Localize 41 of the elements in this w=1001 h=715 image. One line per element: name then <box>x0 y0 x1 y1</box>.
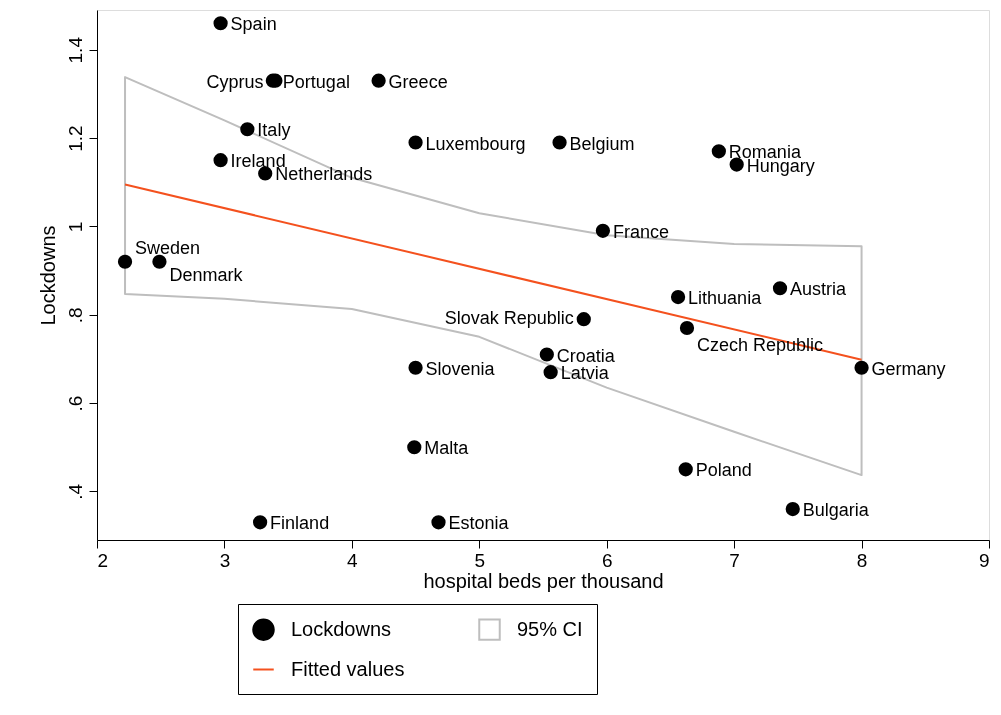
annotation: Portugal <box>282 71 350 92</box>
annotation: Poland <box>695 460 752 481</box>
y-tick-label: .8 <box>64 307 86 324</box>
annotation: Greece <box>388 71 448 92</box>
y-tick-label: 1 <box>64 221 86 233</box>
annotation: Malta <box>424 438 470 459</box>
annotation: Cyprus <box>206 71 264 92</box>
annotation: Luxembourg <box>425 133 526 154</box>
annotation: France <box>612 221 669 242</box>
annotation: Lithuania <box>688 288 763 309</box>
legend-label: Fitted values <box>291 657 405 680</box>
annotation: Bulgaria <box>802 500 870 521</box>
annotation: Austria <box>790 279 848 300</box>
y-tick-label: 1.2 <box>64 125 86 152</box>
x-tick-label: 9 <box>978 549 990 571</box>
x-tick-label: 8 <box>856 549 868 571</box>
annotation: Slovenia <box>425 358 496 379</box>
annotation: Italy <box>257 120 291 141</box>
legend-label: Lockdowns <box>291 617 392 640</box>
x-tick-label: 6 <box>601 549 613 571</box>
annotation: Germany <box>871 358 946 379</box>
y-tick-label: .6 <box>64 395 86 412</box>
y-axis-title: Lockdowns <box>36 225 59 326</box>
x-tick-label: 2 <box>97 549 109 571</box>
x-tick-label: 5 <box>474 549 486 571</box>
x-axis-title: hospital beds per thousand <box>423 569 664 592</box>
annotation: Slovak Republic <box>444 308 574 329</box>
annotation: Sweden <box>135 237 201 258</box>
annotation: Finland <box>270 513 330 534</box>
annotation: Latvia <box>560 363 610 384</box>
y-tick-label: 1.4 <box>64 36 86 64</box>
annotation: Belgium <box>569 133 635 154</box>
x-tick-label: 4 <box>347 549 359 571</box>
annotation: Spain <box>230 14 277 35</box>
legend-label: 95% CI <box>517 617 583 640</box>
annotation: Estonia <box>448 513 510 534</box>
annotation: Denmark <box>169 264 244 285</box>
x-tick-label: 7 <box>729 549 740 571</box>
annotation: Croatia <box>556 345 616 366</box>
y-tick-label: .4 <box>64 483 86 500</box>
x-tick-label: 3 <box>219 549 231 571</box>
